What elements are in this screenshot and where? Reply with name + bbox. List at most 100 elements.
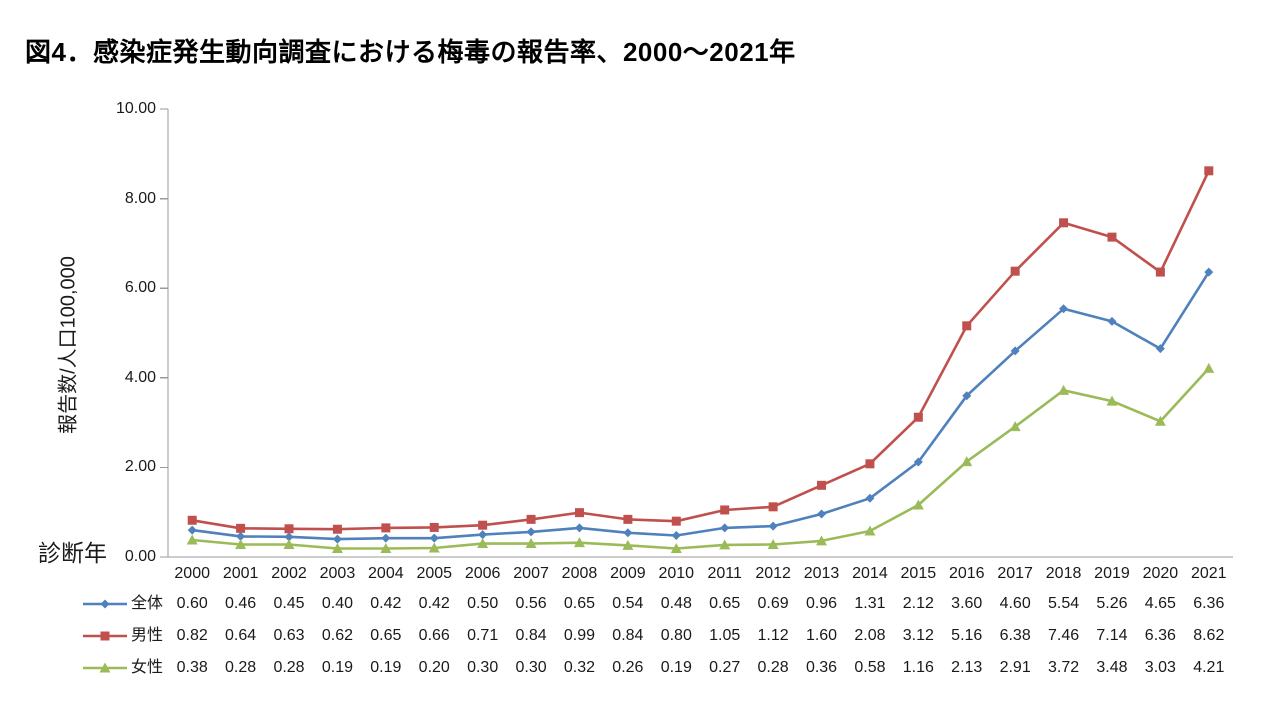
series-line-女性 — [192, 367, 1210, 550]
value-cell: 0.65 — [709, 595, 741, 612]
legend-swatch-男性 — [83, 631, 127, 641]
value-cell: 0.46 — [225, 595, 257, 612]
square-marker-icon — [187, 515, 197, 525]
value-cell: 0.60 — [176, 595, 208, 612]
diamond-marker-icon — [962, 391, 972, 401]
value-cell: 4.65 — [1144, 595, 1176, 612]
triangle-marker-icon — [1203, 362, 1215, 373]
triangle-marker-icon — [477, 538, 489, 549]
square-marker-icon — [429, 522, 439, 532]
y-tick-label: 2.00 — [124, 458, 156, 476]
x-category-label: 2018 — [1045, 565, 1082, 582]
triangle-marker-icon — [283, 538, 295, 549]
diamond-marker-icon — [478, 530, 488, 540]
triangle-marker-icon — [428, 542, 440, 553]
square-marker-icon — [1010, 266, 1020, 276]
value-cell: 0.80 — [660, 627, 692, 644]
value-cell: 6.36 — [1144, 627, 1176, 644]
x-category-label: 2008 — [561, 565, 598, 582]
x-category-label: 2010 — [658, 565, 695, 582]
square-marker-icon — [962, 321, 972, 331]
value-cell: 2.91 — [999, 659, 1031, 676]
x-category-label: 2012 — [755, 565, 791, 582]
square-marker-icon — [1204, 166, 1214, 176]
value-cell: 7.46 — [1047, 627, 1080, 644]
value-cell: 1.16 — [902, 659, 934, 676]
y-tick-label: 8.00 — [124, 189, 156, 207]
square-marker-icon — [720, 505, 730, 515]
square-marker-icon — [100, 631, 110, 641]
legend-swatch-女性 — [83, 662, 127, 673]
triangle-marker-icon — [1009, 421, 1021, 432]
square-marker-icon — [574, 508, 584, 518]
diamond-marker-icon — [913, 457, 923, 467]
value-cell: 0.30 — [467, 659, 499, 676]
value-cell: 0.64 — [225, 627, 257, 644]
triangle-marker-icon — [767, 538, 779, 549]
axes — [160, 108, 1233, 558]
value-cell: 3.60 — [951, 595, 983, 612]
diamond-marker-icon — [574, 523, 584, 533]
diamond-marker-icon — [236, 531, 246, 541]
triangle-marker-icon — [331, 542, 343, 553]
diamond-marker-icon — [100, 599, 110, 609]
square-marker-icon — [623, 514, 633, 524]
diamond-marker-icon — [768, 521, 778, 531]
x-category-label: 2007 — [513, 565, 549, 582]
value-cell: 6.36 — [1193, 595, 1225, 612]
value-cell: 0.96 — [805, 595, 838, 612]
square-marker-icon — [526, 514, 536, 524]
x-category-label: 2003 — [319, 565, 356, 582]
value-cell: 0.69 — [757, 595, 789, 612]
value-cell: 0.56 — [515, 595, 547, 612]
series-line-男性 — [191, 170, 1210, 531]
triangle-marker-icon — [864, 525, 876, 536]
value-cell: 0.65 — [370, 627, 402, 644]
value-cell: 0.71 — [467, 627, 499, 644]
triangle-marker-icon — [719, 539, 731, 550]
diamond-marker-icon — [187, 525, 197, 535]
x-category-label: 2001 — [222, 565, 259, 582]
triangle-marker-icon — [186, 534, 198, 545]
value-cell: 0.42 — [418, 595, 450, 612]
x-category-label: 2002 — [271, 565, 307, 582]
value-cell: 0.45 — [273, 595, 305, 612]
diamond-marker-icon — [1059, 304, 1069, 314]
value-cell: 7.14 — [1096, 627, 1128, 644]
x-category-label: 2000 — [174, 565, 210, 582]
square-marker-icon — [1107, 232, 1117, 242]
value-cell: 0.48 — [660, 595, 692, 612]
diamond-marker-icon — [1010, 346, 1020, 356]
x-category-label: 2019 — [1094, 565, 1130, 582]
x-category-label: 2015 — [900, 565, 937, 582]
triangle-marker-icon — [380, 542, 392, 553]
value-cell: 5.26 — [1096, 595, 1128, 612]
square-marker-icon — [913, 412, 923, 422]
value-cell: 1.60 — [805, 627, 838, 644]
value-cell: 2.12 — [902, 595, 934, 612]
value-cell: 0.54 — [612, 595, 644, 612]
square-marker-icon — [478, 520, 488, 530]
diamond-marker-icon — [865, 493, 875, 503]
value-cell: 1.12 — [757, 627, 789, 644]
square-marker-icon — [817, 480, 827, 490]
legend-label-女性: 女性 — [131, 659, 164, 676]
diamond-marker-icon — [381, 533, 391, 543]
x-category-label: 2021 — [1190, 565, 1227, 582]
diamond-marker-icon — [623, 528, 633, 538]
value-cell: 8.62 — [1193, 627, 1225, 644]
x-category-label: 2013 — [803, 565, 840, 582]
diamond-marker-icon — [817, 509, 827, 519]
legend-swatch-全体 — [83, 599, 127, 609]
x-category-label: 2017 — [997, 565, 1033, 582]
triangle-marker-icon — [1106, 395, 1118, 406]
triangle-marker-icon — [670, 542, 682, 553]
diamond-marker-icon — [720, 523, 730, 533]
value-cell: 2.13 — [951, 659, 983, 676]
triangle-marker-icon — [525, 538, 537, 549]
series-line-全体 — [192, 271, 1210, 541]
triangle-marker-icon — [1058, 384, 1070, 395]
value-cell: 0.28 — [225, 659, 257, 676]
